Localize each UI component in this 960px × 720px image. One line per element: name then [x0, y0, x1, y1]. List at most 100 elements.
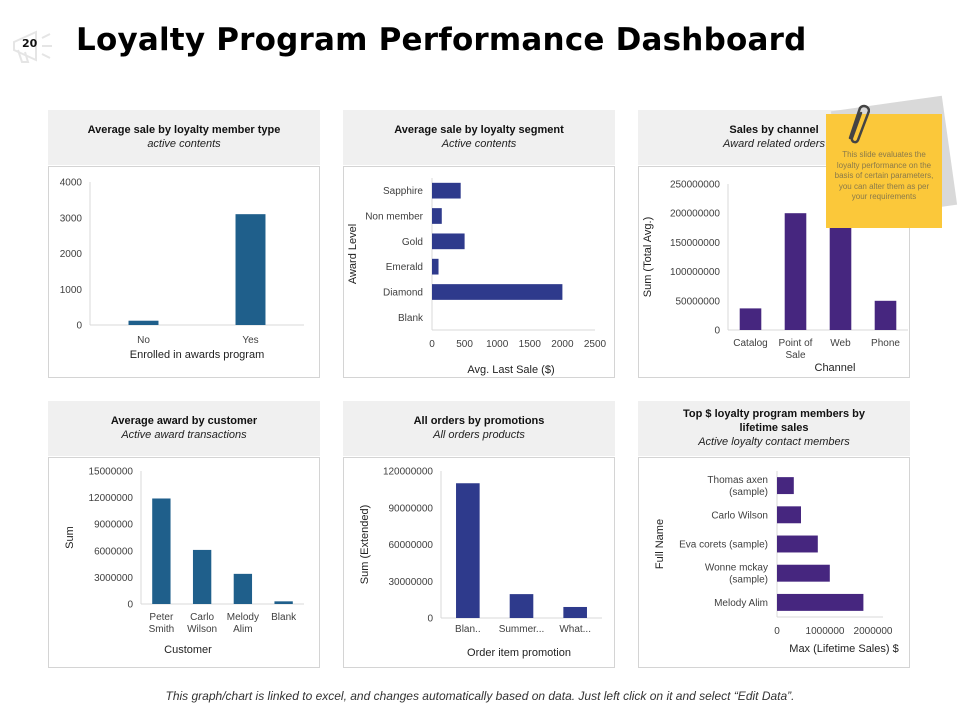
x-tick-label: Web	[830, 338, 851, 349]
y-axis-title: Sum (Extended)	[359, 505, 371, 584]
panel-subtitle: Active loyalty contact members	[698, 436, 850, 448]
panel-title: All orders by promotions	[413, 415, 545, 427]
bar	[739, 308, 762, 330]
panel-header: Top $ loyalty program members by lifetim…	[638, 401, 910, 456]
y-tick-label: 150000000	[670, 238, 720, 249]
x-axis-title: Customer	[164, 644, 212, 656]
panel-header: Average sale by loyalty member type acti…	[48, 110, 320, 165]
y-tick-label: Carlo Wilson	[711, 510, 768, 521]
y-tick-label: Eva corets (sample)	[679, 540, 768, 551]
bar	[784, 213, 807, 330]
chart-svg: 0 1000000 2000000 Thomas axen (sample) Carlo …	[654, 471, 899, 655]
panel-customer: Average award by customer Active award t…	[48, 401, 320, 668]
x-tick-label: 2500	[584, 339, 607, 350]
bar	[777, 477, 794, 495]
panel-subtitle: All orders products	[433, 429, 525, 441]
panel-subtitle: Award related orders	[723, 138, 825, 150]
sticky-note-text: This slide evaluates the loyalty perform…	[834, 150, 934, 201]
y-tick-label: 30000000	[389, 577, 434, 588]
chart-member-type[interactable]: 0 1000 2000 3000 4000 No Yes Enrolled in awards…	[48, 166, 320, 378]
y-tick-label: Blank	[398, 313, 424, 324]
y-tick-label: Thomas axen (sample)	[707, 475, 768, 498]
y-tick-label: 0	[76, 321, 82, 332]
chart-svg: 0 1000 2000 3000 4000 No Yes Enrolled in awards…	[60, 178, 304, 361]
y-axis-title: Award Level	[347, 224, 359, 284]
x-tick-label: No	[137, 335, 150, 346]
y-tick-label: Gold	[402, 237, 423, 248]
bar	[432, 233, 465, 250]
y-tick-label: 3000000	[94, 573, 133, 584]
bar	[432, 208, 442, 224]
y-tick-label: 0	[714, 326, 720, 337]
y-tick-label: 90000000	[389, 503, 434, 514]
bar	[128, 320, 159, 325]
panel-subtitle: active contents	[147, 138, 221, 150]
y-axis-title: Full Name	[654, 519, 666, 569]
bar	[777, 593, 864, 611]
x-tick-label: Summer...	[499, 624, 545, 635]
y-tick-label: 50000000	[676, 296, 721, 307]
bar	[777, 564, 830, 582]
chart-customer[interactable]: 0 3000000 6000000 9000000 12000000 15000000 Pe…	[48, 457, 320, 668]
bar	[432, 258, 439, 275]
x-tick-label: Phone	[871, 338, 900, 349]
x-axis-title: Order item promotion	[467, 647, 571, 659]
chart-promotions[interactable]: 0 30000000 60000000 90000000 120000000 Blan..…	[343, 457, 615, 668]
x-axis-title: Channel	[815, 362, 856, 374]
y-axis-title: Sum	[64, 526, 76, 549]
y-tick-label: 0	[427, 614, 433, 625]
panel-subtitle: Active award transactions	[121, 429, 247, 441]
x-tick-label: Catalog	[733, 338, 767, 349]
chart-svg: 0 3000000 6000000 9000000 12000000 15000000 Pe…	[64, 467, 304, 656]
bar	[432, 182, 461, 199]
x-tick-label: Carlo Wilson	[187, 612, 217, 635]
bar	[432, 284, 563, 300]
chart-svg: 0 500 1000 1500 2000 2500 Sapphire Non member Go…	[347, 178, 607, 376]
x-tick-label: 0	[429, 339, 435, 350]
bar	[777, 506, 801, 524]
chart-segment[interactable]: 0 500 1000 1500 2000 2500 Sapphire Non member Go…	[343, 166, 615, 378]
y-tick-label: 250000000	[670, 180, 720, 191]
sticky-note: This slide evaluates the loyalty perform…	[826, 114, 942, 228]
y-tick-label: 200000000	[670, 209, 720, 220]
y-tick-label: Melody Alim	[714, 598, 768, 609]
panel-lifetime: Top $ loyalty program members by lifetim…	[638, 401, 910, 668]
y-tick-label: 4000	[60, 178, 83, 189]
x-tick-label: Yes	[242, 335, 258, 346]
y-tick-label: Emerald	[386, 262, 423, 273]
y-axis-title: Sum (Total Avg.)	[642, 217, 654, 298]
x-tick-label: Peter Smith	[149, 612, 175, 635]
bar	[233, 573, 253, 604]
y-tick-label: 0	[127, 600, 133, 611]
bar	[456, 483, 480, 618]
x-tick-label: 1000	[486, 339, 509, 350]
panel-title: Average sale by loyalty member type	[87, 124, 281, 136]
y-tick-label: 12000000	[89, 493, 134, 504]
footer-note: This graph/chart is linked to excel, and…	[165, 689, 795, 703]
panel-header: Average sale by loyalty segment Active c…	[343, 110, 615, 165]
x-tick-label: What...	[559, 624, 591, 635]
x-axis-title: Avg. Last Sale ($)	[467, 364, 554, 376]
bar	[152, 498, 171, 604]
page-title: Loyalty Program Performance Dashboard	[76, 22, 807, 58]
x-tick-label: Point of Sale	[779, 338, 813, 361]
bar	[235, 214, 266, 325]
panel-title: Average sale by loyalty segment	[394, 124, 564, 136]
bar	[777, 535, 818, 553]
y-tick-label: Diamond	[383, 288, 423, 299]
x-tick-label: 1000000	[806, 626, 845, 637]
y-tick-label: 9000000	[94, 520, 133, 531]
x-tick-label: 0	[774, 626, 780, 637]
y-tick-label: 6000000	[94, 546, 133, 557]
chart-lifetime[interactable]: 0 1000000 2000000 Thomas axen (sample) Carlo …	[638, 457, 910, 668]
panel-promotions: All orders by promotions All orders prod…	[343, 401, 615, 668]
x-tick-label: 500	[456, 339, 473, 350]
panel-title: Top $ loyalty program members by lifetim…	[683, 408, 865, 434]
bar	[563, 606, 587, 618]
x-axis-title: Max (Lifetime Sales) $	[789, 643, 898, 655]
x-tick-label: Blan..	[455, 624, 481, 635]
bar	[274, 601, 293, 604]
bar	[829, 216, 852, 330]
x-tick-label: Melody Alim	[227, 612, 259, 635]
y-tick-label: Wonne mckay (sample)	[705, 563, 768, 586]
